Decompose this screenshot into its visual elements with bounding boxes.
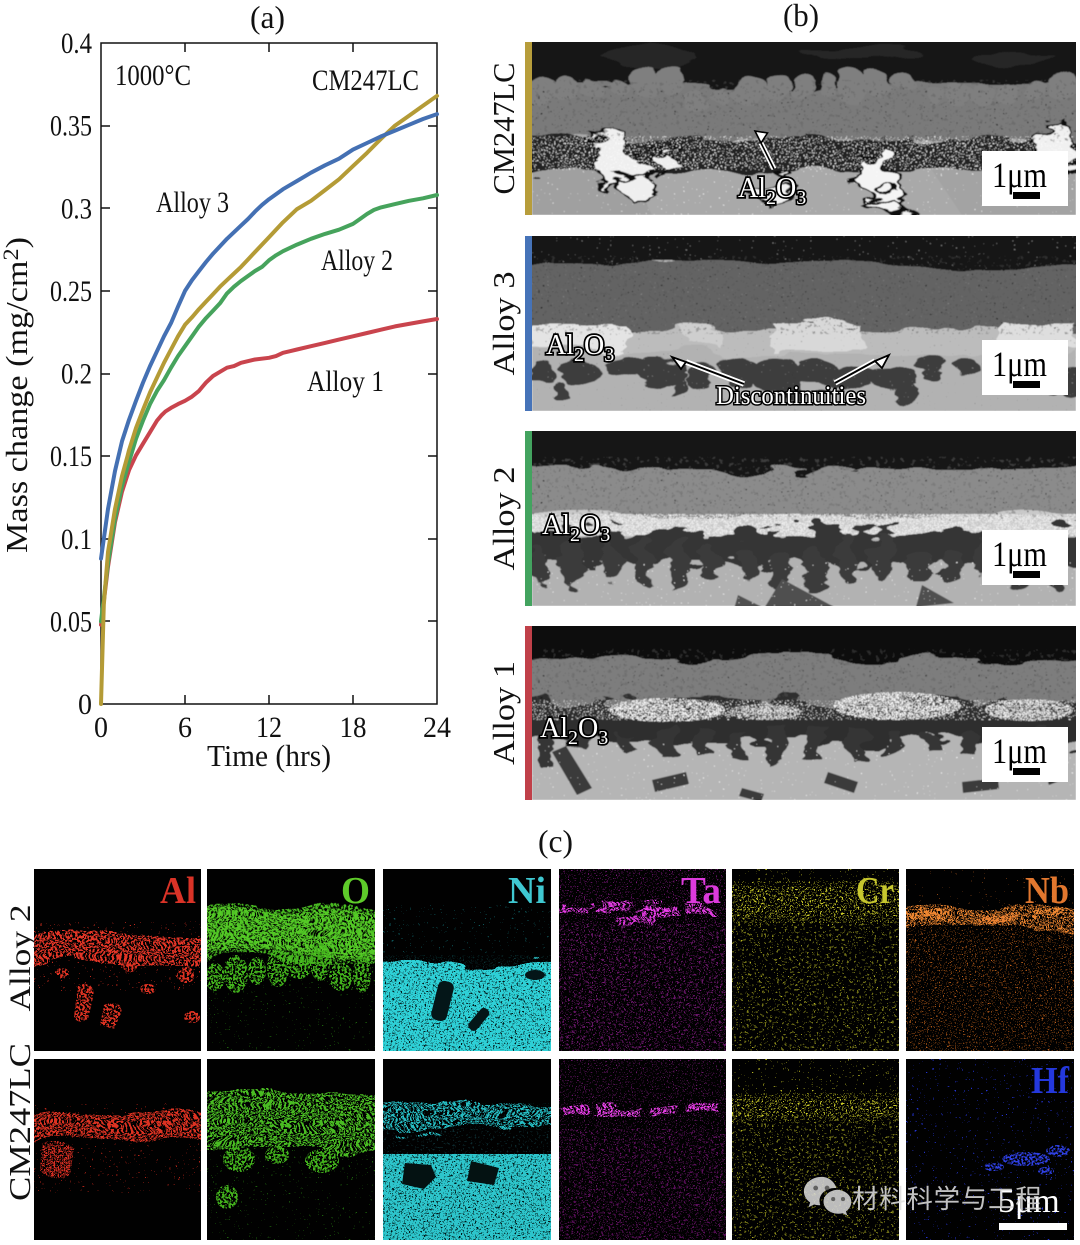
svg-text:CM247LC: CM247LC	[486, 63, 521, 195]
svg-text:1μm: 1μm	[992, 155, 1047, 195]
svg-text:1μm: 1μm	[992, 344, 1047, 384]
svg-text:0: 0	[94, 711, 108, 744]
svg-text:CM247LC: CM247LC	[2, 1043, 34, 1201]
svg-text:Ni: Ni	[508, 870, 546, 912]
svg-text:0.35: 0.35	[50, 110, 92, 143]
svg-text:Alloy 3: Alloy 3	[486, 272, 521, 376]
svg-text:Hf: Hf	[1031, 1060, 1070, 1102]
svg-text:CM247LC: CM247LC	[312, 64, 419, 97]
svg-text:(c): (c)	[538, 823, 573, 859]
svg-text:Al: Al	[160, 870, 196, 912]
svg-text:Alloy 2: Alloy 2	[4, 905, 34, 1012]
svg-text:Alloy 2: Alloy 2	[486, 467, 521, 571]
svg-text:0.4: 0.4	[61, 27, 92, 60]
svg-text:Cr: Cr	[856, 870, 894, 912]
svg-text:0.1: 0.1	[61, 523, 92, 556]
svg-text:Mass change (mg/cm2): Mass change (mg/cm2)	[0, 237, 34, 553]
svg-text:6: 6	[178, 711, 192, 744]
svg-text:18: 18	[340, 711, 367, 744]
svg-text:Alloy 1: Alloy 1	[307, 365, 384, 398]
svg-text:24: 24	[423, 711, 451, 744]
svg-text:1000°C: 1000°C	[115, 59, 191, 92]
svg-text:O: O	[341, 870, 370, 912]
svg-text:1μm: 1μm	[992, 731, 1047, 771]
svg-text:Alloy 1: Alloy 1	[486, 661, 521, 765]
svg-text:0.2: 0.2	[61, 358, 92, 391]
svg-text:0.05: 0.05	[50, 605, 92, 638]
svg-text:Nb: Nb	[1025, 870, 1069, 912]
svg-text:(b): (b)	[783, 0, 819, 33]
svg-text:Time (hrs): Time (hrs)	[207, 738, 331, 773]
svg-text:0.25: 0.25	[50, 275, 92, 308]
svg-text:1μm: 1μm	[992, 534, 1047, 574]
svg-text:0.3: 0.3	[61, 192, 92, 225]
svg-text:Discontinuities: Discontinuities	[716, 381, 866, 410]
svg-text:Alloy 2: Alloy 2	[321, 244, 393, 277]
svg-text:12: 12	[256, 711, 282, 744]
svg-text:Ta: Ta	[681, 870, 721, 912]
svg-text:0.15: 0.15	[50, 440, 92, 473]
svg-text:Alloy 3: Alloy 3	[156, 186, 229, 219]
svg-text:0: 0	[78, 688, 92, 721]
svg-text:(a): (a)	[250, 0, 285, 35]
